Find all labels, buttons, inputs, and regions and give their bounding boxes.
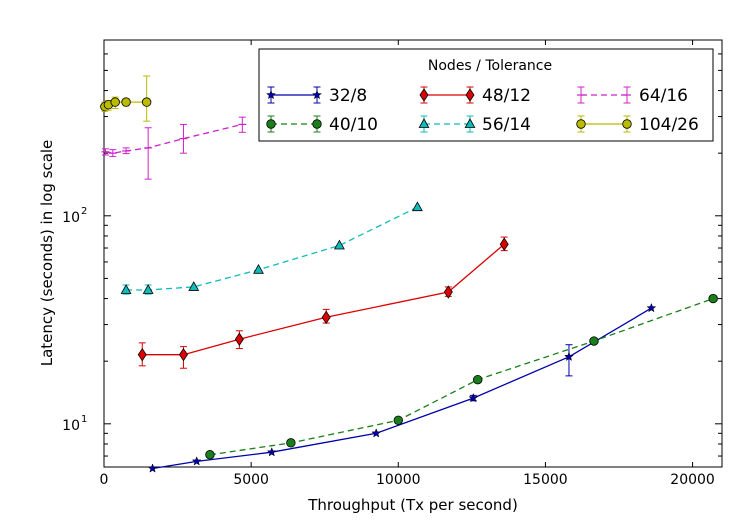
data-point (234, 332, 244, 346)
data-point (589, 336, 599, 346)
legend-marker (419, 88, 429, 102)
y-tick-label: 10 (62, 418, 80, 434)
legend-label: 48/12 (482, 86, 531, 106)
legend-marker (465, 88, 475, 102)
series-32-8 (147, 302, 657, 473)
legend-label: 56/14 (482, 115, 531, 135)
series-56-14 (120, 201, 423, 295)
data-point (286, 438, 296, 448)
legend-marker (622, 119, 632, 129)
data-point (473, 374, 483, 385)
series-line (126, 206, 418, 291)
data-point (646, 302, 657, 313)
data-point (142, 284, 154, 294)
y-tick-exponent: 2 (81, 206, 87, 217)
data-point (120, 284, 132, 294)
data-point (110, 97, 120, 107)
data-point (468, 392, 479, 403)
data-point (708, 293, 718, 304)
series-line (105, 123, 243, 154)
series-64-16 (101, 116, 247, 180)
series-48-12 (137, 236, 509, 369)
data-point (321, 310, 331, 325)
data-point (178, 347, 188, 362)
data-point (121, 97, 131, 107)
x-axis-label: Throughput (Tx per second) (307, 496, 518, 514)
data-point (266, 447, 277, 457)
series-layer (100, 75, 718, 473)
y-axis-label: Latency (seconds) in log scale (38, 140, 56, 367)
y-tick-label: 10 (62, 210, 80, 226)
legend-marker (418, 118, 430, 128)
legend-marker (312, 89, 322, 100)
data-point (137, 347, 147, 362)
series-line (142, 243, 505, 356)
legend-marker (576, 119, 586, 129)
legend-entry-104-26: 104/26 (576, 115, 699, 135)
data-point (443, 285, 453, 299)
legend: Nodes / Tolerance 32/8 40/10 48/12 56/14 64/… (258, 48, 714, 142)
data-point (253, 263, 264, 274)
legend-label: 32/8 (329, 86, 367, 106)
legend-entry-48-12: 48/12 (419, 86, 531, 106)
data-point (205, 450, 215, 460)
legend-marker (266, 119, 276, 129)
x-tick-label: 5000 (233, 472, 269, 488)
legend-label: 64/16 (639, 86, 688, 106)
data-point (147, 463, 158, 473)
series-104-26 (100, 75, 152, 122)
series-line (209, 297, 714, 456)
data-point (564, 351, 574, 362)
legend-marker (312, 119, 322, 129)
series-40-10 (205, 293, 718, 460)
x-tick-label: 10000 (376, 472, 421, 488)
data-point (333, 239, 345, 250)
legend-title: Nodes / Tolerance (428, 58, 552, 74)
legend-box (258, 48, 714, 142)
legend-label: 104/26 (639, 115, 699, 135)
x-tick-label: 20000 (670, 472, 715, 488)
data-point (393, 415, 403, 425)
data-point (188, 281, 200, 291)
legend-entry-56-14: 56/14 (418, 115, 531, 135)
data-point (141, 97, 152, 107)
data-point (191, 456, 202, 466)
x-tick-label: 0 (100, 472, 109, 488)
legend-entry-32-8: 32/8 (266, 86, 367, 106)
y-tick-exponent: 1 (81, 414, 87, 425)
x-tick-label: 15000 (523, 472, 568, 488)
data-point (499, 237, 509, 251)
legend-entry-40-10: 40/10 (266, 115, 378, 135)
legend-marker (464, 118, 476, 128)
data-point (371, 428, 382, 438)
legend-marker (266, 89, 276, 100)
data-point (411, 201, 423, 212)
legend-label: 40/10 (329, 115, 378, 135)
legend-entry-64-16: 64/16 (577, 86, 688, 106)
